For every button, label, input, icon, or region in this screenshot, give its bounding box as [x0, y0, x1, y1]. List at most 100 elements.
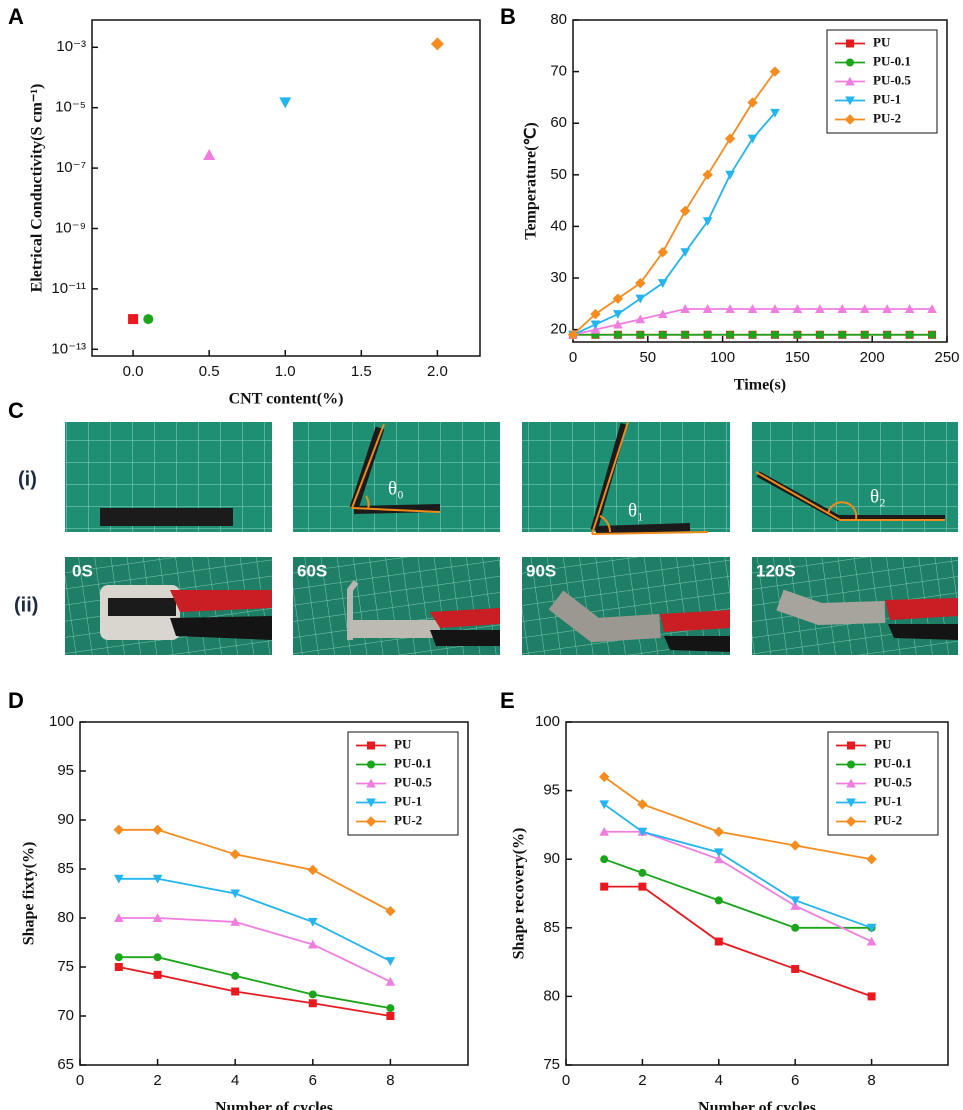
point — [386, 1012, 395, 1020]
y-tick-label: 95 — [57, 762, 74, 779]
point — [230, 917, 240, 926]
x-tick-label: 2.0 — [427, 363, 448, 380]
series-line — [572, 112, 776, 336]
y-tick-label: 100 — [535, 713, 560, 730]
y-tick-label: 80 — [57, 909, 74, 926]
point — [702, 217, 713, 227]
point — [815, 330, 824, 339]
y-tick-label: 60 — [550, 114, 567, 131]
x-tick-label: 150 — [785, 349, 810, 366]
legend-marker — [845, 76, 855, 86]
plot-frame — [91, 19, 481, 357]
legend-label: PU-1 — [874, 793, 902, 808]
point — [613, 319, 623, 329]
point — [883, 330, 892, 339]
x-tick-label: 2 — [153, 1072, 161, 1089]
point — [637, 827, 648, 837]
legend-marker — [846, 58, 854, 67]
time-label: 0S — [72, 561, 93, 580]
point — [308, 999, 317, 1008]
point — [791, 923, 800, 932]
x-tick-label: 1.5 — [351, 363, 372, 380]
panel-label: C — [8, 398, 24, 423]
y-tick-label: 85 — [57, 860, 74, 877]
point — [385, 976, 396, 986]
point — [657, 279, 668, 288]
x-axis-title: Number of cycles — [215, 1100, 333, 1110]
legend-marker — [367, 741, 375, 750]
x-axis-title: Time(s) — [734, 377, 786, 394]
row-label: (ii) — [14, 594, 38, 616]
point — [279, 97, 292, 109]
y-tick-label: 80 — [543, 987, 560, 1004]
y-tick-label: 50 — [550, 166, 567, 183]
angle-label: θ₀ — [388, 478, 404, 499]
point — [612, 293, 624, 304]
panel-label: A — [8, 4, 24, 29]
point — [714, 896, 723, 905]
point — [702, 304, 713, 313]
point — [636, 330, 645, 339]
x-axis-title: Number of cycles — [698, 1100, 816, 1110]
x-tick-label: 8 — [386, 1072, 394, 1089]
plot-frame — [79, 721, 469, 1066]
x-tick-label: 0 — [562, 1072, 570, 1089]
point — [747, 304, 758, 313]
x-tick-label: 200 — [860, 349, 885, 366]
point — [837, 304, 848, 313]
x-tick-label: 4 — [715, 1072, 723, 1089]
point — [599, 826, 609, 836]
point — [600, 882, 609, 891]
legend-marker — [847, 741, 855, 750]
point — [725, 304, 735, 313]
time-label: 90S — [526, 561, 556, 580]
point — [714, 854, 724, 864]
legend-marker — [846, 798, 856, 808]
point — [770, 108, 780, 118]
point — [114, 953, 123, 962]
point — [114, 913, 124, 922]
point — [680, 248, 690, 258]
point — [838, 330, 847, 339]
y-tick-label: 10⁻³ — [56, 38, 86, 55]
point — [308, 939, 318, 949]
point — [590, 308, 601, 320]
legend-marker — [846, 778, 856, 788]
point — [113, 824, 124, 835]
photo: θ₂ — [752, 422, 958, 532]
angle-label: θ₁ — [628, 500, 644, 521]
point — [747, 97, 758, 108]
series-line — [604, 885, 872, 998]
y-axis-title: Shape recovery(%) — [511, 828, 528, 960]
panel-label: E — [500, 688, 515, 713]
y-tick-label: 90 — [543, 850, 560, 867]
legend-marker — [847, 760, 855, 769]
point — [385, 905, 396, 917]
y-tick-label: 70 — [57, 1007, 74, 1024]
point — [657, 309, 668, 319]
y-axis-title: Shape fixty(%) — [21, 842, 38, 946]
x-tick-label: 6 — [309, 1072, 317, 1089]
point — [114, 874, 124, 884]
photo-panel: C (i) (ii) θ₀ θ₁ θ₂ — [8, 398, 958, 655]
row-label: (i) — [18, 468, 37, 490]
point — [590, 320, 601, 330]
point — [152, 874, 163, 884]
point — [680, 304, 690, 313]
point — [770, 330, 779, 339]
point — [726, 330, 735, 339]
point — [714, 848, 724, 858]
point — [635, 294, 646, 304]
legend-label: PU-2 — [873, 110, 901, 125]
point — [770, 304, 780, 313]
point — [724, 133, 736, 144]
x-tick-label: 50 — [639, 349, 656, 366]
point — [905, 330, 914, 339]
legend-label: PU-2 — [874, 812, 902, 827]
legend-label: PU-1 — [873, 91, 901, 106]
point — [613, 330, 622, 339]
photo: 60S — [293, 557, 500, 655]
point — [714, 937, 723, 946]
legend-marker — [366, 798, 376, 808]
